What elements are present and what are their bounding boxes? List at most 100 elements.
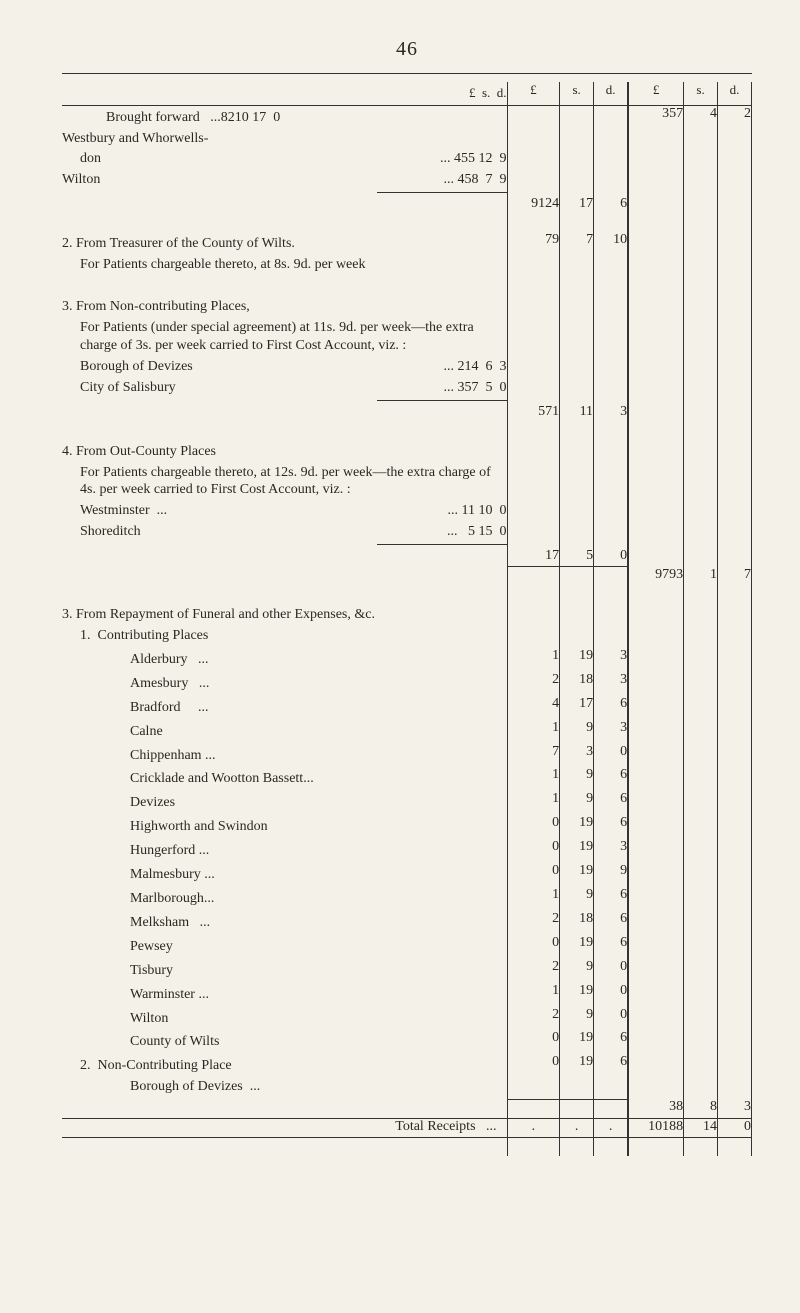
sub2-head: 2. Non-Contributing Place — [62, 1057, 507, 1075]
page-number: 46 — [62, 38, 752, 61]
place-s: 9 — [560, 887, 594, 911]
sec2-head: 2. From Treasurer of the County of Wilts… — [62, 235, 507, 253]
o9793-l: 9793 — [628, 567, 684, 586]
place-row: Tisbury 2 9 0 — [62, 959, 752, 983]
place-d: 0 — [594, 983, 629, 1007]
outer-357-s: 4 — [684, 105, 718, 196]
place-s: 3 — [560, 744, 594, 768]
sec3b-head: 3. From Repayment of Funeral and other E… — [62, 606, 507, 624]
place-d: 3 — [594, 648, 629, 672]
sub2-d: 6 — [594, 1054, 629, 1099]
total-dot1: . — [507, 1118, 560, 1137]
place-s: 19 — [560, 1030, 594, 1054]
place-name: Malmesbury ... — [62, 866, 507, 884]
o38-s: 8 — [684, 1099, 718, 1118]
place-d: 0 — [594, 744, 629, 768]
row-sec3: 3. From Non-contributing Places, For Pat… — [62, 295, 752, 404]
place-row: Marlborough... 1 9 6 — [62, 887, 752, 911]
place-s: 17 — [560, 696, 594, 720]
place-s: 9 — [560, 720, 594, 744]
total-dot2: . — [560, 1118, 594, 1137]
place-name: Devizes — [62, 794, 507, 812]
place-d: 6 — [594, 696, 629, 720]
sub-rule-2 — [377, 400, 507, 401]
city-sal: City of Salisbury — [80, 380, 176, 395]
col-headers: £ s. d. £ s. d. £ s. d. — [62, 82, 752, 105]
shoreditch-amt: ... 5 15 0 — [447, 523, 507, 541]
row-sub2-head: 2. Non-Contributing Place Borough of Dev… — [62, 1054, 752, 1099]
place-name: Melksham ... — [62, 914, 507, 932]
place-s: 18 — [560, 911, 594, 935]
place-name: Amesbury ... — [62, 675, 507, 693]
place-row: Devizes 1 9 6 — [62, 791, 752, 815]
place-name: Wilton — [62, 1010, 507, 1028]
city-sal-amt: ... 357 5 0 — [444, 379, 507, 397]
outer-357-d: 2 — [718, 105, 752, 196]
i79-l: 79 — [507, 232, 560, 277]
place-d: 6 — [594, 911, 629, 935]
i571-d: 3 — [594, 404, 629, 422]
place-d: 3 — [594, 672, 629, 696]
row-brought-forward: Brought forward ...8210 17 0 Westbury an… — [62, 105, 752, 196]
borough-dev-amt: ... 214 6 3 — [444, 358, 507, 376]
sub1-head: 1. Contributing Places — [62, 627, 507, 645]
sub2-s: 19 — [560, 1054, 594, 1099]
place-l: 2 — [507, 672, 560, 696]
place-d: 0 — [594, 1007, 629, 1031]
hdr-inner-d: d. — [594, 82, 629, 105]
total-label: Total Receipts ... — [395, 1119, 496, 1134]
hdr-outer-d: d. — [718, 82, 752, 105]
sec3-body: For Patients (under special agreement) a… — [62, 319, 507, 355]
i79-d: 10 — [594, 232, 629, 277]
place-name: Calne — [62, 723, 507, 741]
row-inner-9124: 9124 17 6 — [62, 196, 752, 214]
place-d: 6 — [594, 887, 629, 911]
place-row: County of Wilts 0 19 6 — [62, 1030, 752, 1054]
place-d: 3 — [594, 839, 629, 863]
i571-s: 11 — [560, 404, 594, 422]
place-l: 1 — [507, 791, 560, 815]
row-inner-571: 571 11 3 — [62, 404, 752, 422]
row-total: Total Receipts ... . . . 10188 14 0 — [62, 1118, 752, 1137]
place-row: Highworth and Swindon 0 19 6 — [62, 815, 752, 839]
place-d: 0 — [594, 959, 629, 983]
place-row: Calne 1 9 3 — [62, 720, 752, 744]
place-row: Alderbury ... 1 19 3 — [62, 648, 752, 672]
row-outer-38: 38 8 3 — [62, 1099, 752, 1118]
lsd-label: £ s. d. — [469, 85, 507, 102]
place-l: 4 — [507, 696, 560, 720]
brought-forward-text: Brought forward ...8210 17 0 — [62, 109, 507, 127]
place-name: Tisbury — [62, 962, 507, 980]
place-row: Amesbury ... 2 18 3 — [62, 672, 752, 696]
i17-d: 0 — [594, 548, 629, 567]
place-s: 9 — [560, 1007, 594, 1031]
place-l: 1 — [507, 720, 560, 744]
westbury-text: Westbury and Whorwells- — [62, 130, 507, 148]
place-row: Cricklade and Wootton Bassett... 1 9 6 — [62, 767, 752, 791]
i9124-d: 6 — [594, 196, 629, 214]
place-s: 19 — [560, 935, 594, 959]
shoreditch: Shoreditch — [80, 524, 141, 539]
place-l: 1 — [507, 983, 560, 1007]
o38-d: 3 — [718, 1099, 752, 1118]
place-row: Chippenham ... 7 3 0 — [62, 744, 752, 768]
ledger-table: £ s. d. £ s. d. £ s. d. Brought forward … — [62, 82, 752, 1156]
place-d: 6 — [594, 1030, 629, 1054]
place-row: Warminster ... 1 19 0 — [62, 983, 752, 1007]
place-name: Chippenham ... — [62, 747, 507, 765]
wilton-label: Wilton — [62, 172, 100, 187]
place-row: Wilton 2 9 0 — [62, 1007, 752, 1031]
row-sec4: 4. From Out-County Places For Patients c… — [62, 440, 752, 549]
row-outer-9793: 9793 1 7 — [62, 567, 752, 586]
hdr-inner-l: £ — [507, 82, 560, 105]
place-l: 0 — [507, 935, 560, 959]
place-l: 2 — [507, 1007, 560, 1031]
place-d: 9 — [594, 863, 629, 887]
place-name: Pewsey — [62, 938, 507, 956]
place-d: 3 — [594, 720, 629, 744]
grand-l: 10188 — [628, 1118, 684, 1137]
place-row: Hungerford ... 0 19 3 — [62, 839, 752, 863]
place-name: Hungerford ... — [62, 842, 507, 860]
row-sec3b-head: 3. From Repayment of Funeral and other E… — [62, 603, 752, 648]
outer-357-l: 357 — [628, 105, 684, 196]
